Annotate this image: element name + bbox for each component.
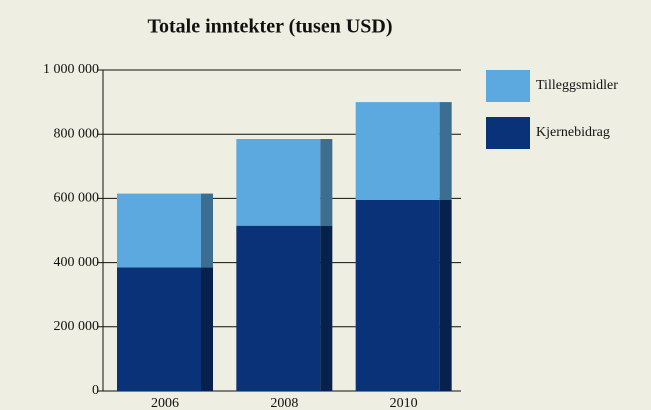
bar-side	[320, 139, 333, 226]
legend-swatch	[486, 117, 530, 149]
bar-side	[201, 267, 213, 391]
bar-segment	[117, 193, 201, 268]
bar-segment	[355, 200, 440, 391]
y-tick-label: 200 000	[54, 319, 100, 334]
bar-side	[439, 102, 452, 201]
bar-segment	[117, 267, 201, 391]
x-tick-label: 2010	[390, 396, 418, 410]
bar-segment	[236, 225, 321, 391]
chart-title: Totale inntekter (tusen USD)	[147, 16, 392, 38]
x-tick-label: 2006	[151, 396, 179, 410]
y-tick-label: 0	[92, 383, 99, 398]
x-tick-label: 2008	[270, 396, 298, 410]
bar-side	[320, 225, 333, 391]
bar-segment	[236, 139, 321, 226]
bar-side	[201, 193, 213, 268]
legend-label: Kjernebidrag	[536, 125, 610, 140]
legend-label: Tilleggsmidler	[536, 78, 618, 93]
y-tick-label: 600 000	[54, 191, 100, 206]
legend-swatch	[486, 70, 530, 102]
bar-side	[439, 200, 452, 391]
y-tick-label: 1 000 000	[43, 62, 99, 77]
bar-segment	[355, 102, 440, 201]
y-tick-label: 400 000	[54, 255, 100, 270]
y-tick-label: 800 000	[54, 126, 100, 141]
